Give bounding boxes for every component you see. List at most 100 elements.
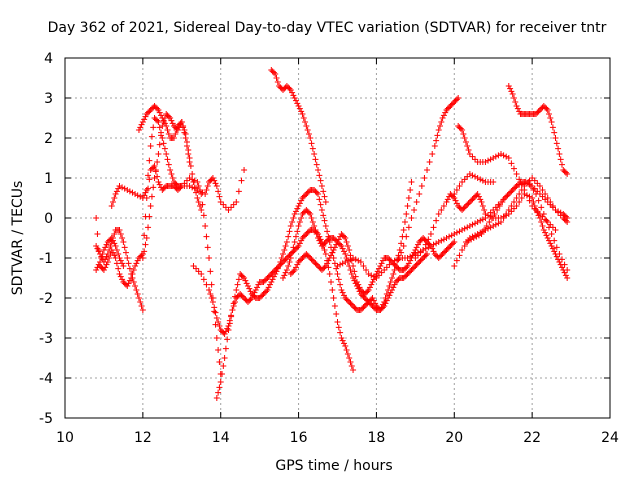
data-point <box>206 179 213 185</box>
data-point <box>487 224 494 231</box>
data-point <box>486 219 493 225</box>
data-point <box>355 281 362 288</box>
data-point <box>385 255 392 261</box>
data-point <box>141 248 148 255</box>
data-point <box>426 159 433 165</box>
data-point <box>134 257 141 264</box>
data-point <box>233 287 240 293</box>
data-point <box>155 119 162 125</box>
data-point <box>377 307 384 313</box>
data-point <box>164 156 171 163</box>
data-point <box>469 221 476 228</box>
data-point <box>405 260 412 267</box>
data-point <box>137 124 144 131</box>
data-point <box>116 271 123 277</box>
data-point <box>126 265 133 272</box>
data-point <box>204 244 211 251</box>
data-point <box>270 69 277 76</box>
data-point <box>134 291 141 297</box>
data-point <box>444 196 451 203</box>
data-point <box>490 223 497 229</box>
data-point <box>320 241 327 248</box>
data-point <box>453 257 460 264</box>
data-point <box>439 251 446 257</box>
data-point <box>456 124 463 131</box>
data-point <box>318 267 325 273</box>
data-point <box>147 167 154 173</box>
data-point <box>148 193 155 200</box>
data-point <box>254 284 261 291</box>
data-point <box>470 235 477 241</box>
data-point <box>531 185 538 192</box>
data-point <box>395 256 402 263</box>
data-point <box>189 171 196 177</box>
data-point <box>113 260 120 267</box>
data-point <box>296 240 303 247</box>
data-point <box>194 195 201 201</box>
data-point <box>211 177 218 184</box>
data-point <box>110 199 117 205</box>
data-point <box>430 224 437 231</box>
data-point <box>424 239 431 245</box>
data-point <box>472 156 479 163</box>
data-point <box>383 297 390 304</box>
data-point <box>500 152 507 159</box>
data-point <box>564 275 571 281</box>
data-point <box>165 161 172 168</box>
data-point <box>340 233 347 240</box>
data-point <box>283 239 290 245</box>
data-point <box>325 236 332 243</box>
data-point <box>391 267 398 273</box>
data-point <box>387 279 394 285</box>
data-point <box>289 89 296 96</box>
data-point <box>443 235 450 241</box>
data-point <box>342 235 349 241</box>
data-point <box>561 168 568 175</box>
data-point <box>212 309 219 316</box>
series-arc-14 <box>412 191 571 281</box>
data-point <box>485 225 492 232</box>
data-point <box>247 288 254 295</box>
data-point <box>156 141 163 148</box>
data-point <box>455 123 462 129</box>
data-point <box>163 111 170 117</box>
data-point <box>119 260 126 267</box>
data-point <box>361 303 368 309</box>
data-point <box>501 195 508 201</box>
data-point <box>178 119 185 125</box>
data-point <box>472 173 479 180</box>
data-point <box>142 113 149 120</box>
data-point <box>538 204 545 211</box>
data-point <box>291 239 298 245</box>
data-point <box>443 199 450 205</box>
data-point <box>444 245 451 252</box>
data-point <box>549 203 556 209</box>
data-point <box>139 119 146 125</box>
data-point <box>309 257 316 264</box>
data-point <box>352 273 359 280</box>
data-point <box>435 239 442 245</box>
data-point <box>542 104 549 111</box>
data-point <box>331 303 338 309</box>
data-point <box>116 255 123 261</box>
data-point <box>533 207 540 213</box>
data-point <box>473 192 480 199</box>
data-point <box>292 233 299 240</box>
data-point <box>392 263 399 269</box>
data-point <box>161 120 168 127</box>
data-point <box>146 157 153 164</box>
data-point <box>420 247 427 253</box>
data-point <box>348 301 355 308</box>
data-point <box>317 177 324 184</box>
data-point <box>173 125 180 132</box>
data-point <box>147 107 154 113</box>
series-arc-11 <box>287 231 458 297</box>
data-point <box>477 196 484 203</box>
data-point <box>508 203 515 209</box>
data-point <box>269 276 276 283</box>
data-point <box>282 256 289 263</box>
data-point <box>281 257 288 264</box>
data-point <box>110 237 117 244</box>
y-axis-label: SDTVAR / TECUs <box>10 181 26 296</box>
data-point <box>172 180 179 187</box>
